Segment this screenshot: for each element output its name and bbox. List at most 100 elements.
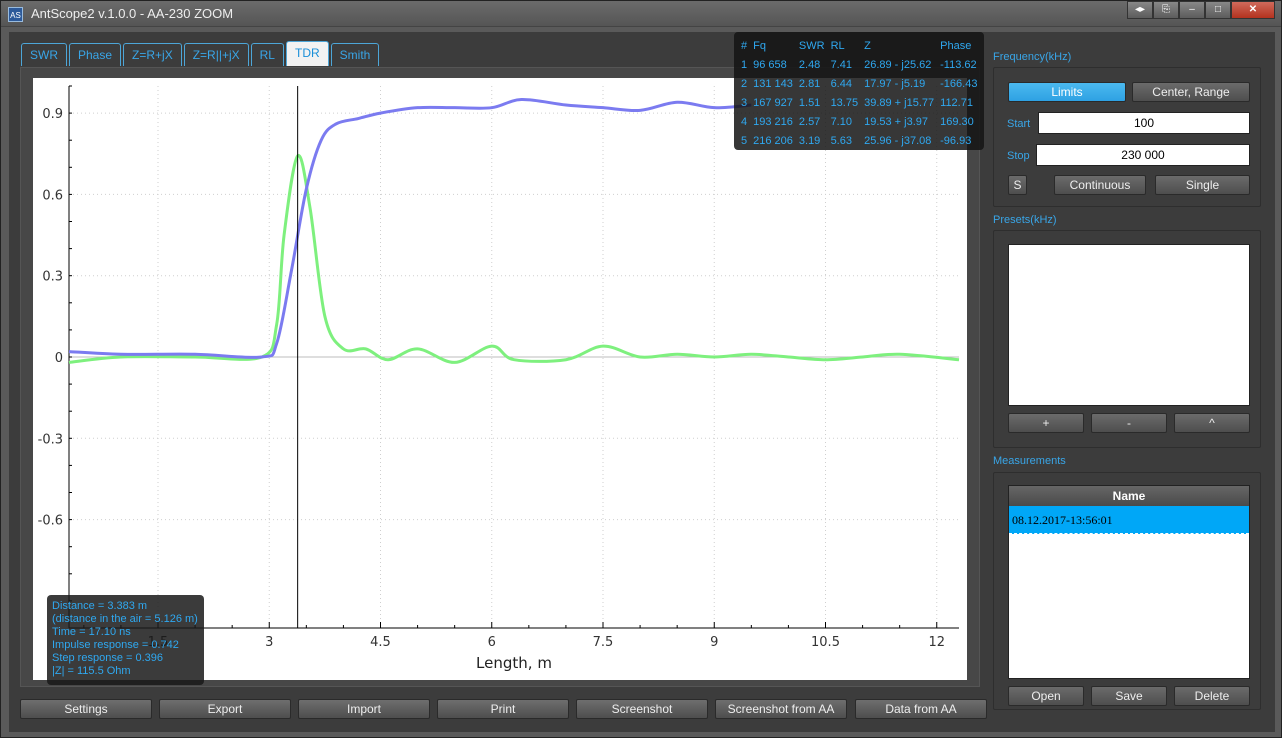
toggle-layout-icon[interactable]: ◂▸	[1127, 1, 1153, 19]
table-cell: 2.48	[798, 58, 821, 71]
table-cell: 13.75	[830, 96, 859, 109]
x-tick-label: 7.5	[593, 635, 614, 650]
list-item[interactable]: 08.12.2017-13:56:01	[1009, 506, 1249, 534]
import-button[interactable]: Import	[298, 699, 430, 719]
save-button[interactable]: Save	[1091, 686, 1167, 706]
stop-label: Stop	[1007, 150, 1030, 162]
export-button[interactable]: Export	[159, 699, 291, 719]
table-row: 5 216 206 3.19 5.63 25.96 - j37.08 -96.9…	[738, 131, 980, 150]
tab-phase[interactable]: Phase	[69, 43, 122, 66]
table-cell: -96.93	[940, 134, 972, 147]
y-tick-label: 0.6	[42, 188, 63, 203]
continuous-button[interactable]: Continuous	[1054, 175, 1146, 195]
col-rl: RL	[830, 39, 845, 52]
x-tick-label: 6	[488, 635, 496, 650]
main-content: SWR Phase Z=R+jX Z=R||+jX RL TDR Smith 1…	[9, 32, 1275, 732]
remove-preset-button[interactable]: -	[1091, 413, 1167, 433]
measurements-name-header[interactable]: Name	[1009, 486, 1249, 506]
table-cell: 5	[741, 134, 748, 147]
table-row: 3 167 927 1.51 13.75 39.89 + j15.77 112.…	[738, 93, 980, 112]
delete-button[interactable]: Delete	[1174, 686, 1250, 706]
frequency-group	[993, 67, 1261, 207]
table-cell: 6.44	[830, 77, 852, 90]
table-row: 4 193 216 2.57 7.10 19.53 + j3.97 169.30	[738, 112, 980, 131]
cursor-air-distance: (distance in the air = 5.126 m)	[52, 613, 198, 625]
x-tick-label: 9	[710, 635, 718, 650]
print-button[interactable]: Print	[437, 699, 569, 719]
tab-z-parallel[interactable]: Z=R||+jX	[183, 43, 249, 66]
window-controls: ◂▸ ⎘ – □ ✕	[1127, 1, 1275, 19]
presets-list[interactable]	[1008, 244, 1250, 406]
x-tick-label: 3	[265, 635, 273, 650]
measurements-list[interactable]: Name 08.12.2017-13:56:01	[1008, 485, 1250, 679]
tdr-chart[interactable]: 1.534.567.5910.5120.90.60.30-0.3-0.6Leng…	[33, 78, 967, 685]
limits-button[interactable]: Limits	[1008, 82, 1126, 102]
step-response-series	[68, 98, 752, 359]
app-logo-icon: AS	[8, 7, 23, 22]
add-preset-button[interactable]: +	[1008, 413, 1084, 433]
cursor-distance: Distance = 3.383 m	[52, 600, 148, 612]
table-cell: 4	[741, 115, 748, 128]
table-cell: 131 143	[753, 77, 793, 90]
col-z: Z	[864, 39, 871, 52]
frequency-group-title: Frequency(kHz)	[993, 51, 1072, 63]
tab-rl[interactable]: RL	[250, 43, 284, 66]
y-tick-label: -0.3	[38, 432, 63, 447]
move-up-preset-button[interactable]: ^	[1174, 413, 1250, 433]
screenshot-from-aa-button[interactable]: Screenshot from AA	[715, 699, 847, 719]
table-cell: -113.62	[940, 58, 977, 71]
table-cell: 96 658	[753, 58, 787, 71]
center-range-button[interactable]: Center, Range	[1132, 82, 1250, 102]
window-title: AntScope2 v.1.0.0 - AA-230 ZOOM	[31, 6, 234, 21]
tab-swr[interactable]: SWR	[21, 43, 67, 66]
table-cell: 169.30	[940, 115, 974, 128]
table-cell: 19.53 + j3.97	[864, 115, 929, 128]
x-tick-label: 10.5	[811, 635, 840, 650]
cursor-impulse: Impulse response = 0.742	[52, 639, 179, 651]
stop-frequency-input[interactable]: 230 000	[1036, 144, 1250, 166]
table-cell: 3	[741, 96, 748, 109]
table-cell: 2	[741, 77, 748, 90]
table-cell: 17.97 - j5.19	[864, 77, 926, 90]
table-cell: -166.43	[940, 77, 978, 90]
data-from-aa-button[interactable]: Data from AA	[855, 699, 987, 719]
cursor-info-box: Distance = 3.383 m (distance in the air …	[47, 595, 204, 685]
tab-smith[interactable]: Smith	[330, 43, 380, 66]
y-tick-label: 0	[55, 351, 63, 366]
close-button[interactable]: ✕	[1231, 1, 1275, 19]
table-cell: 1.51	[798, 96, 821, 109]
chart-tabs: SWR Phase Z=R+jX Z=R||+jX RL TDR Smith	[21, 41, 381, 66]
y-tick-label: 0.3	[42, 270, 63, 285]
x-tick-label: 12	[928, 635, 945, 650]
table-cell: 193 216	[753, 115, 793, 128]
x-tick-label: 4.5	[370, 635, 391, 650]
s-button[interactable]: S	[1008, 175, 1027, 195]
start-frequency-input[interactable]: 100	[1038, 112, 1250, 134]
tab-tdr[interactable]: TDR	[285, 41, 329, 66]
maximize-button[interactable]: □	[1205, 1, 1231, 19]
table-cell: 39.89 + j15.77	[864, 96, 935, 109]
settings-button[interactable]: Settings	[20, 699, 152, 719]
col-swr: SWR	[798, 39, 825, 52]
table-cell: 3.19	[798, 134, 821, 147]
open-button[interactable]: Open	[1008, 686, 1084, 706]
restore-window-icon[interactable]: ⎘	[1153, 1, 1179, 19]
screenshot-button[interactable]: Screenshot	[576, 699, 708, 719]
start-label: Start	[1007, 118, 1031, 130]
table-cell: 1	[741, 58, 748, 71]
measurements-group-title: Measurements	[993, 455, 1066, 467]
y-tick-label: 0.9	[42, 107, 63, 122]
single-button[interactable]: Single	[1155, 175, 1250, 195]
table-cell: 5.63	[830, 134, 852, 147]
tab-z-series[interactable]: Z=R+jX	[123, 43, 182, 66]
marker-table-header: # Fq SWR RL Z Phase	[738, 36, 980, 55]
table-cell: 7.41	[830, 58, 852, 71]
minimize-button[interactable]: –	[1179, 1, 1205, 19]
cursor-impedance: |Z| = 115.5 Ohm	[52, 665, 131, 677]
table-cell: 216 206	[753, 134, 793, 147]
tdr-chart-svg[interactable]: 1.534.567.5910.5120.90.60.30-0.3-0.6Leng…	[33, 78, 967, 680]
y-tick-label: -0.6	[38, 514, 63, 529]
table-cell: 2.57	[798, 115, 821, 128]
title-bar[interactable]: AS AntScope2 v.1.0.0 - AA-230 ZOOM ◂▸ ⎘ …	[1, 1, 1281, 27]
table-cell: 2.81	[798, 77, 821, 90]
